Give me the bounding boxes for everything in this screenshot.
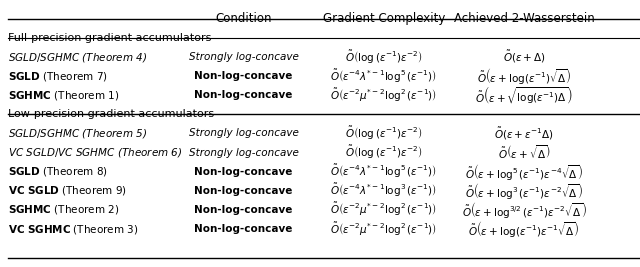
Text: Low-precision gradient accumulators: Low-precision gradient accumulators [8,109,214,119]
Text: $\mathbf{SGHMC}$ (Theorem 2): $\mathbf{SGHMC}$ (Theorem 2) [8,203,119,217]
Text: $\mathbf{SGLD}$ (Theorem 7): $\mathbf{SGLD}$ (Theorem 7) [8,70,108,83]
Text: Non-log-concave: Non-log-concave [195,224,292,234]
Text: $\tilde{O}\left(\epsilon^{-4}\lambda^{*-1}\log^{5}(\epsilon^{-1})\right)$: $\tilde{O}\left(\epsilon^{-4}\lambda^{*-… [330,163,437,180]
Text: $\mathbf{VC\ SGLD}$ (Theorem 9): $\mathbf{VC\ SGLD}$ (Theorem 9) [8,184,127,197]
Text: Strongly log-concave: Strongly log-concave [189,148,298,158]
Text: Non-log-concave: Non-log-concave [195,186,292,196]
Text: Strongly log-concave: Strongly log-concave [189,52,298,62]
Text: $\tilde{O}(\epsilon+\epsilon^{-1}\Delta)$: $\tilde{O}(\epsilon+\epsilon^{-1}\Delta)… [494,125,554,142]
Text: $\tilde{O}\left(\epsilon+\log^{3}(\epsilon^{-1})\epsilon^{-2}\sqrt{\Delta}\right: $\tilde{O}\left(\epsilon+\log^{3}(\epsil… [465,181,583,201]
Text: $\tilde{O}\left(\epsilon^{-4}\lambda^{*-1}\log^{5}(\epsilon^{-1})\right)$: $\tilde{O}\left(\epsilon^{-4}\lambda^{*-… [330,68,437,85]
Text: Non-log-concave: Non-log-concave [195,205,292,215]
Text: $\tilde{O}\left(\epsilon^{-2}\mu^{*-2}\log^{2}(\epsilon^{-1})\right)$: $\tilde{O}\left(\epsilon^{-2}\mu^{*-2}\l… [330,201,437,218]
Text: $\tilde{O}(\epsilon+\Delta)$: $\tilde{O}(\epsilon+\Delta)$ [502,49,545,65]
Text: $SGLD/SGHMC$ (Theorem 4): $SGLD/SGHMC$ (Theorem 4) [8,50,147,64]
Text: Achieved 2-Wasserstein: Achieved 2-Wasserstein [454,12,595,25]
Text: $\tilde{O}\left(\log\left(\epsilon^{-1}\right)\epsilon^{-2}\right)$: $\tilde{O}\left(\log\left(\epsilon^{-1}\… [345,49,422,66]
Text: Non-log-concave: Non-log-concave [195,167,292,177]
Text: $\tilde{O}\left(\epsilon^{-4}\lambda^{*-1}\log^{3}(\epsilon^{-1})\right)$: $\tilde{O}\left(\epsilon^{-4}\lambda^{*-… [330,182,437,199]
Text: $\tilde{O}\left(\epsilon^{-2}\mu^{*-2}\log^{2}(\epsilon^{-1})\right)$: $\tilde{O}\left(\epsilon^{-2}\mu^{*-2}\l… [330,221,437,238]
Text: Strongly log-concave: Strongly log-concave [189,128,298,139]
Text: $\tilde{O}\left(\log\left(\epsilon^{-1}\right)\epsilon^{-2}\right)$: $\tilde{O}\left(\log\left(\epsilon^{-1}\… [345,125,422,142]
Text: Condition: Condition [215,12,272,25]
Text: Non-log-concave: Non-log-concave [195,90,292,100]
Text: $\tilde{O}\left(\epsilon+\log^{5}(\epsilon^{-1})\epsilon^{-4}\sqrt{\Delta}\right: $\tilde{O}\left(\epsilon+\log^{5}(\epsil… [465,162,583,182]
Text: $\tilde{O}\left(\epsilon^{-2}\mu^{*-2}\log^{2}(\epsilon^{-1})\right)$: $\tilde{O}\left(\epsilon^{-2}\mu^{*-2}\l… [330,87,437,104]
Text: $\tilde{O}\left(\epsilon+\log(\epsilon^{-1})\epsilon^{-1}\sqrt{\Delta}\right)$: $\tilde{O}\left(\epsilon+\log(\epsilon^{… [468,219,580,239]
Text: $\tilde{O}\left(\epsilon+\sqrt{\Delta}\right)$: $\tilde{O}\left(\epsilon+\sqrt{\Delta}\r… [497,144,550,161]
Text: $\mathbf{SGLD}$ (Theorem 8): $\mathbf{SGLD}$ (Theorem 8) [8,165,108,178]
Text: $\mathbf{SGHMC}$ (Theorem 1): $\mathbf{SGHMC}$ (Theorem 1) [8,89,119,102]
Text: $\mathbf{VC\ SGHMC}$ (Theorem 3): $\mathbf{VC\ SGHMC}$ (Theorem 3) [8,222,138,235]
Text: $SGLD/SGHMC$ (Theorem 5): $SGLD/SGHMC$ (Theorem 5) [8,127,147,140]
Text: $VC\ SGLD/VC\ SGHMC$ (Theorem 6): $VC\ SGLD/VC\ SGHMC$ (Theorem 6) [8,146,182,159]
Text: Gradient Complexity: Gradient Complexity [323,12,445,25]
Text: $\tilde{O}\left(\log\left(\epsilon^{-1}\right)\epsilon^{-2}\right)$: $\tilde{O}\left(\log\left(\epsilon^{-1}\… [345,144,422,161]
Text: $\tilde{O}\left(\epsilon+\sqrt{\log(\epsilon^{-1})\Delta}\right)$: $\tilde{O}\left(\epsilon+\sqrt{\log(\eps… [475,84,573,106]
Text: $\tilde{O}\left(\epsilon+\log^{3/2}(\epsilon^{-1})\epsilon^{-2}\sqrt{\Delta}\rig: $\tilde{O}\left(\epsilon+\log^{3/2}(\eps… [461,200,586,220]
Text: Non-log-concave: Non-log-concave [195,71,292,81]
Text: $\tilde{O}\left(\epsilon+\log(\epsilon^{-1})\sqrt{\Delta}\right)$: $\tilde{O}\left(\epsilon+\log(\epsilon^{… [477,66,571,86]
Text: Full-precision gradient accumulators: Full-precision gradient accumulators [8,33,211,43]
